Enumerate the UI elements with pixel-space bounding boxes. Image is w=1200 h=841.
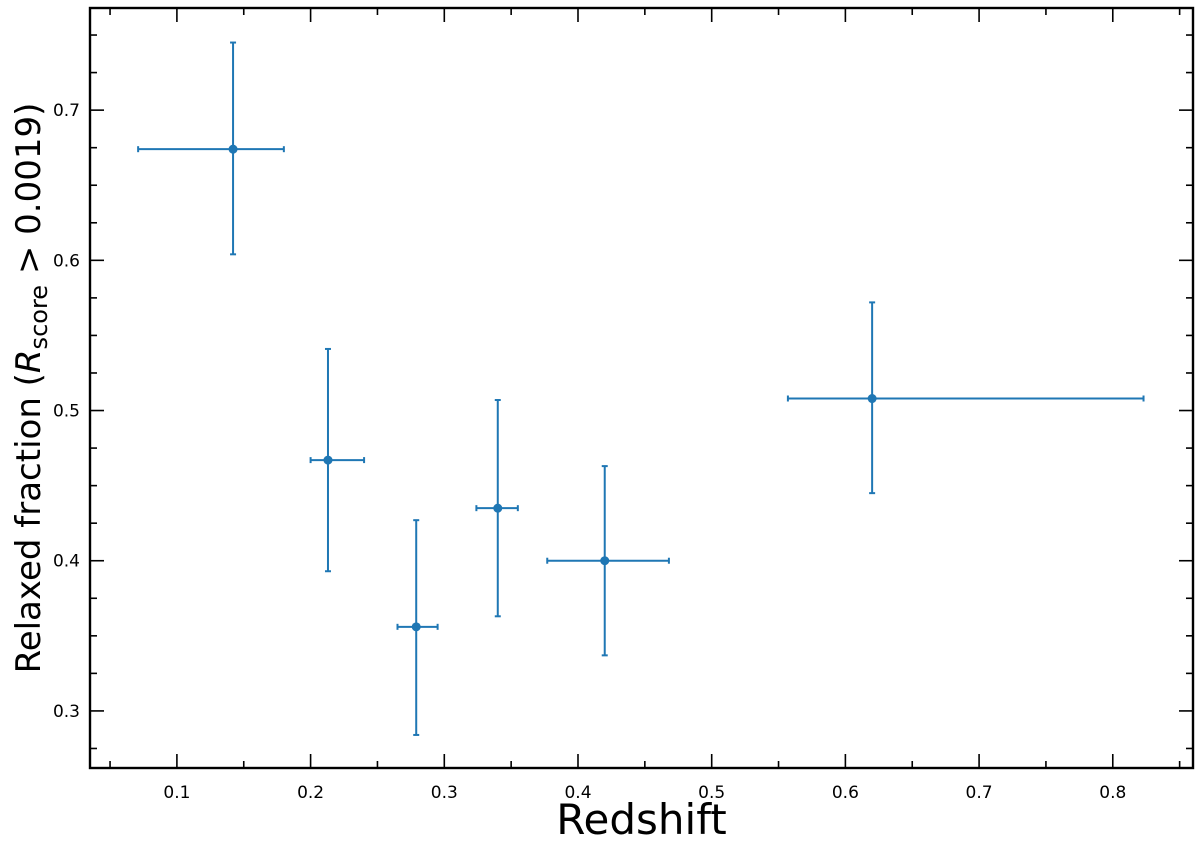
y-tick-label: 0.3: [53, 702, 80, 722]
x-tick-label: 0.1: [163, 783, 190, 803]
data-points: [137, 41, 1145, 736]
y-axis-label-prefix: Relaxed fraction (: [9, 373, 49, 673]
data-marker: [228, 144, 238, 154]
y-tick-label: 0.6: [53, 251, 80, 271]
x-tick-label: 0.7: [966, 783, 993, 803]
x-tick-label: 0.8: [1099, 783, 1126, 803]
x-tick-label: 0.6: [832, 783, 859, 803]
y-tick-label: 0.7: [53, 101, 80, 121]
y-axis-label-subscript: score: [25, 285, 53, 350]
data-point: [309, 347, 366, 573]
x-axis-ticks: 0.1 0.2 0.3 0.4 0.5 0.6 0.7 0.8: [109, 8, 1181, 803]
x-tick-label: 0.4: [564, 783, 591, 803]
y-axis-label-symbol: R: [9, 349, 49, 373]
y-axis-label-suffix: > 0.0019): [9, 103, 49, 285]
x-tick-label: 0.5: [698, 783, 725, 803]
data-marker: [493, 503, 503, 513]
data-point: [396, 519, 439, 736]
x-tick-label: 0.2: [297, 783, 324, 803]
y-tick-label: 0.4: [53, 552, 80, 572]
data-point: [786, 301, 1145, 495]
y-axis-ticks: 0.3 0.4 0.5 0.6 0.7: [53, 34, 1193, 750]
plot-frame: [88, 6, 1195, 770]
data-marker: [600, 556, 610, 566]
data-marker: [867, 394, 877, 404]
data-point: [475, 399, 519, 618]
data-marker: [411, 622, 421, 632]
y-tick-label: 0.5: [53, 402, 80, 422]
x-tick-label: 0.3: [431, 783, 458, 803]
data-point: [137, 41, 285, 256]
data-point: [546, 465, 670, 657]
y-axis-label: Relaxed fraction (Rscore > 0.0019): [9, 103, 53, 674]
data-marker: [323, 455, 333, 465]
x-axis-label: Redshift: [556, 795, 726, 841]
